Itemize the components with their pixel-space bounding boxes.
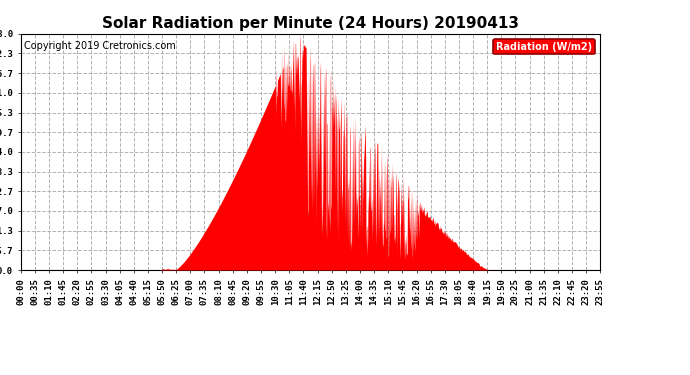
Title: Solar Radiation per Minute (24 Hours) 20190413: Solar Radiation per Minute (24 Hours) 20… [102,16,519,31]
Legend: Radiation (W/m2): Radiation (W/m2) [493,39,595,54]
Text: Copyright 2019 Cretronics.com: Copyright 2019 Cretronics.com [23,41,175,51]
